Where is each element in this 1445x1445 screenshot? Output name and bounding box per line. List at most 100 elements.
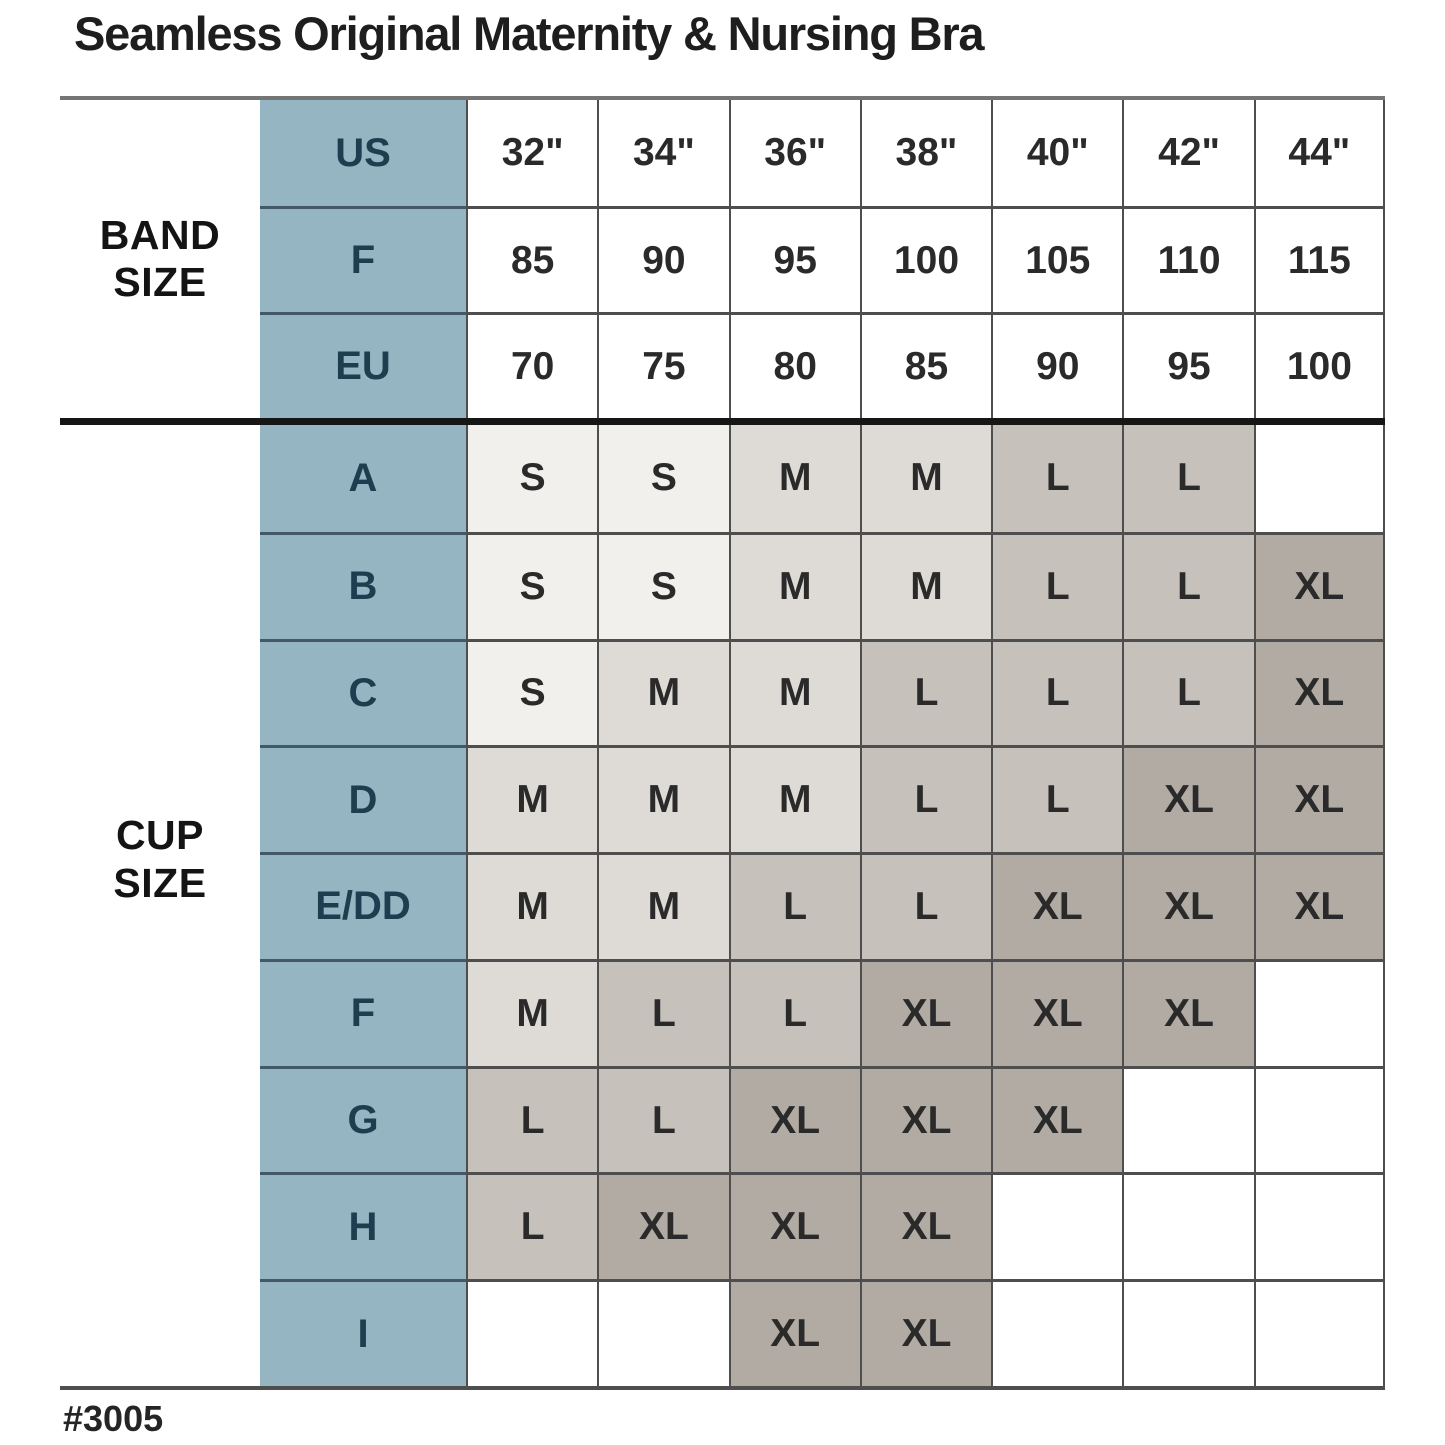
band-system-cell: US — [260, 100, 466, 206]
cup-letter-cell: F — [260, 958, 466, 1066]
cup-size-value-cell — [1253, 425, 1385, 532]
cup-size-value-cell — [991, 1172, 1123, 1280]
cup-size-value-cell: M — [728, 425, 860, 532]
cup-size-value-cell: XL — [1253, 852, 1385, 959]
cup-size-value-cell: S — [466, 531, 598, 639]
cup-size-value-cell: XL — [728, 1279, 860, 1386]
band-size-value-cell: 90 — [991, 312, 1123, 418]
cup-size-value-cell: L — [597, 1065, 729, 1173]
cup-size-value-cell: M — [728, 745, 860, 853]
cup-size-value-cell — [466, 1279, 598, 1386]
cup-size-value-cell: M — [859, 531, 992, 639]
band-size-value-cell: 95 — [728, 206, 860, 312]
band-size-value-cell: 115 — [1253, 206, 1385, 312]
cup-letter-cell: H — [260, 1172, 466, 1280]
cup-size-value-cell: L — [728, 852, 860, 959]
cup-size-value-cell: S — [597, 531, 729, 639]
page-title: Seamless Original Maternity & Nursing Br… — [74, 7, 985, 60]
cup-size-value-cell: L — [466, 1065, 598, 1173]
band-size-value-cell: 85 — [466, 206, 598, 312]
cup-size-value-cell: XL — [1122, 958, 1254, 1066]
cup-size-value-cell: L — [859, 638, 992, 746]
cup-size-value-cell: XL — [859, 1172, 992, 1280]
cup-size-value-cell: S — [597, 425, 729, 532]
cup-size-value-cell: XL — [1122, 852, 1254, 959]
cup-size-value-cell: XL — [991, 852, 1123, 959]
cup-size-value-cell: L — [1122, 638, 1254, 746]
band-size-group-label-line2: SIZE — [113, 259, 207, 305]
cup-letter-cell: G — [260, 1065, 466, 1173]
band-size-value-cell: 90 — [597, 206, 729, 312]
band-size-value-cell: 85 — [859, 312, 992, 418]
cup-size-value-cell: L — [597, 958, 729, 1066]
cup-size-value-cell — [597, 1279, 729, 1386]
cup-size-value-cell: L — [991, 745, 1123, 853]
cup-size-value-cell: M — [728, 531, 860, 639]
band-size-value-cell: 80 — [728, 312, 860, 418]
band-size-value-cell: 110 — [1122, 206, 1254, 312]
cup-size-value-cell: XL — [1253, 531, 1385, 639]
cup-size-value-cell: M — [597, 852, 729, 959]
cup-letter-cell: I — [260, 1279, 466, 1386]
cup-size-value-cell: M — [859, 425, 992, 532]
band-size-value-cell: 42" — [1122, 100, 1254, 206]
cup-size-value-cell: L — [1122, 531, 1254, 639]
band-size-value-cell: 44" — [1253, 100, 1385, 206]
size-table: BAND SIZE CUP SIZE US 32" 34" 36" 38" 40" 42" 4… — [60, 96, 1385, 1390]
cup-letter-cell: E/DD — [260, 852, 466, 959]
cup-size-value-cell: XL — [728, 1172, 860, 1280]
cup-size-value-cell: L — [859, 852, 992, 959]
cup-size-group-label-line1: CUP — [115, 812, 205, 859]
cup-size-value-cell: XL — [859, 958, 992, 1066]
cup-size-value-cell — [1253, 1065, 1385, 1173]
band-system-cell: F — [260, 206, 466, 312]
cup-size-value-cell: XL — [597, 1172, 729, 1280]
cup-size-value-cell: L — [991, 425, 1123, 532]
cup-size-value-cell: S — [466, 638, 598, 746]
band-size-value-cell: 36" — [728, 100, 860, 206]
cup-size-value-cell: XL — [859, 1065, 992, 1173]
band-size-group-label-line1: BAND — [99, 211, 221, 258]
cup-size-value-cell: M — [466, 958, 598, 1066]
cup-size-value-cell: S — [466, 425, 598, 532]
cup-size-value-cell: XL — [859, 1279, 992, 1386]
cup-size-value-cell — [991, 1279, 1123, 1386]
cup-size-value-cell — [1122, 1172, 1254, 1280]
band-size-group-label: BAND SIZE — [60, 100, 260, 418]
band-size-value-cell: 38" — [859, 100, 992, 206]
cup-size-value-cell: XL — [728, 1065, 860, 1173]
cup-letter-cell: B — [260, 531, 466, 639]
cup-size-value-cell — [1253, 1172, 1385, 1280]
cup-size-value-cell — [1122, 1065, 1254, 1173]
band-system-cell: EU — [260, 312, 466, 418]
cup-size-value-cell: L — [1122, 425, 1254, 532]
band-size-value-cell: 75 — [597, 312, 729, 418]
cup-size-value-cell: XL — [1122, 745, 1254, 853]
band-size-value-cell: 40" — [991, 100, 1123, 206]
band-size-value-cell: 70 — [466, 312, 598, 418]
cup-size-value-cell: L — [728, 958, 860, 1066]
cup-size-value-cell: L — [991, 531, 1123, 639]
cup-letter-cell: C — [260, 638, 466, 746]
cup-letter-cell: A — [260, 425, 466, 532]
band-size-value-cell: 105 — [991, 206, 1123, 312]
cup-size-value-cell: L — [466, 1172, 598, 1280]
cup-size-value-cell: M — [466, 745, 598, 853]
cup-letter-cell: D — [260, 745, 466, 853]
cup-size-value-cell: M — [597, 745, 729, 853]
cup-size-group-label-line2: SIZE — [113, 859, 207, 906]
cup-size-value-cell: L — [859, 745, 992, 853]
style-number: #3005 — [63, 1398, 164, 1439]
band-size-value-cell: 95 — [1122, 312, 1254, 418]
band-size-value-cell: 32" — [466, 100, 598, 206]
cup-size-value-cell: M — [728, 638, 860, 746]
cup-size-value-cell: M — [466, 852, 598, 959]
band-size-value-cell: 34" — [597, 100, 729, 206]
band-cup-divider — [60, 418, 1385, 425]
cup-size-value-cell: L — [991, 638, 1123, 746]
cup-size-group-label: CUP SIZE — [60, 425, 260, 1386]
cup-size-value-cell: XL — [991, 1065, 1123, 1173]
cup-size-value-cell — [1253, 958, 1385, 1066]
cup-size-value-cell: XL — [1253, 638, 1385, 746]
